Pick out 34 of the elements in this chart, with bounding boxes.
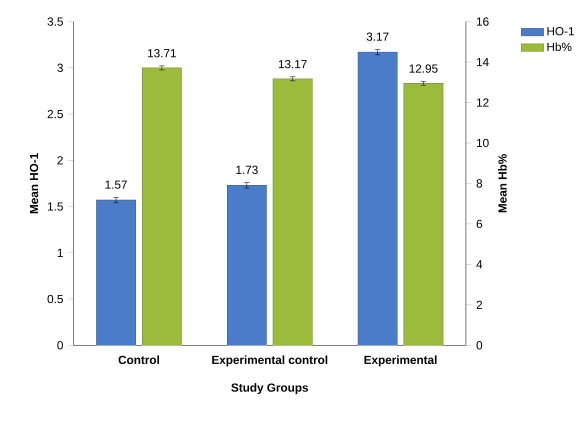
data-label: 13.17: [278, 60, 307, 68]
data-label: 1.73: [236, 166, 258, 174]
y2-tick-label: 0: [476, 341, 482, 350]
bar: [358, 52, 398, 346]
y2-tick-label: 4: [476, 260, 482, 269]
data-label: 3.17: [366, 32, 388, 41]
y2-tick-label: 6: [476, 220, 482, 228]
y2-tick-label: 10: [476, 138, 489, 148]
x-tick-label: Control: [118, 356, 159, 364]
y-tick-label: 3.5: [48, 18, 63, 26]
y-tick-label: 0: [57, 341, 63, 350]
y-tick-label: 1.5: [48, 202, 63, 211]
data-label: 12.95: [410, 64, 438, 73]
y-tick-label: 0.5: [48, 295, 63, 304]
bar: [96, 200, 136, 346]
y2-tick-label: 16: [476, 18, 489, 26]
y2-tick-label: 14: [476, 58, 489, 66]
data-label: 13.71: [148, 49, 176, 58]
legend-label: HO-1: [547, 27, 574, 36]
x-tick-label: Experimental: [364, 356, 437, 367]
y-tick-label: 2: [57, 156, 63, 165]
y2-tick-label: 8: [476, 179, 482, 188]
y2-tick-label: 12: [476, 98, 489, 107]
x-tick-label: Experimental control: [212, 356, 328, 367]
y-tick-label: 2.5: [48, 110, 63, 118]
y2-axis-title: Mean Hb%: [498, 154, 507, 212]
y2-tick-label: 2: [476, 300, 482, 310]
data-label: 1.57: [106, 180, 127, 189]
y-tick-label: 3: [57, 64, 63, 72]
y-axis-title: Mean HO-1: [30, 153, 38, 214]
y-tick-label: 1: [58, 248, 63, 258]
x-axis-title: Study Groups: [231, 383, 308, 394]
bar: [226, 185, 267, 346]
legend-label: Hb%: [547, 42, 572, 52]
